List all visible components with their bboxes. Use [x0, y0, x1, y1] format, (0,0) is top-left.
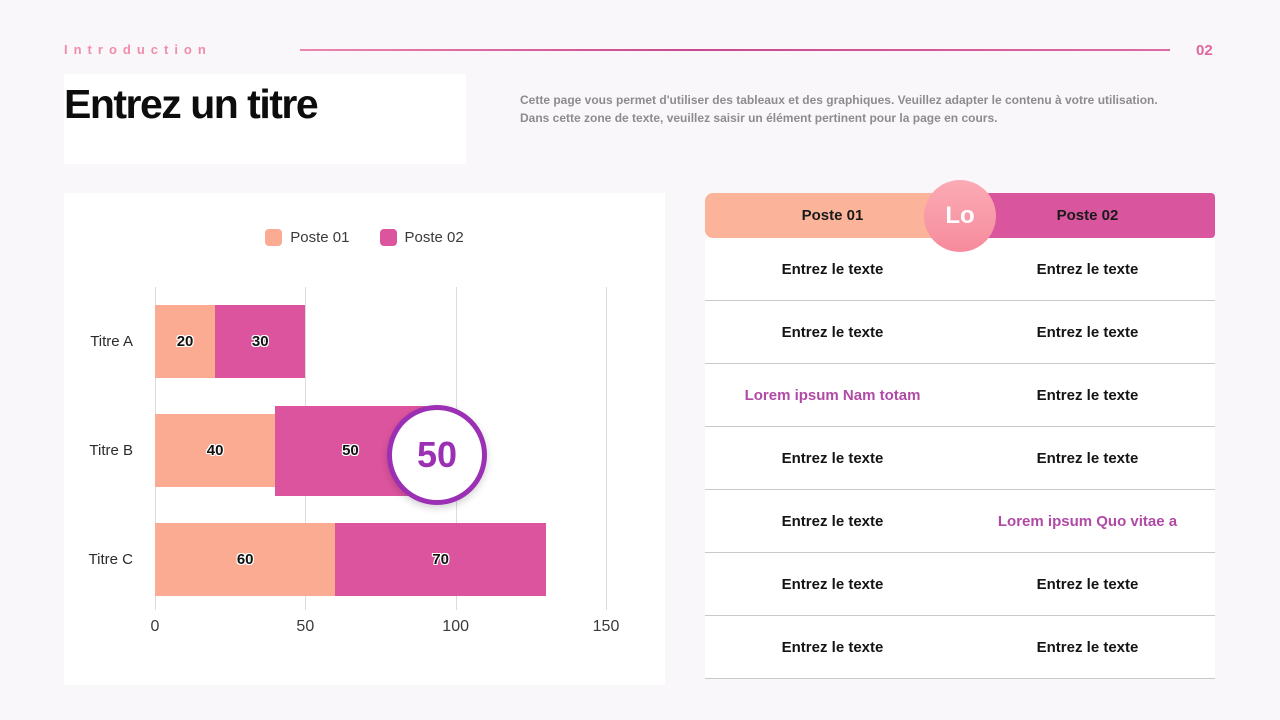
table-cell: Entrez le texte: [781, 449, 884, 467]
table-badge: Lo: [924, 179, 996, 252]
bar-segment: 20: [155, 305, 216, 378]
plot-area: Titre A 20 30 Titre B 40 50 Titre C 60 70: [89, 287, 607, 610]
bar-segment: 30: [215, 305, 306, 378]
bar-value-label: 70: [432, 551, 449, 568]
table-cell: Entrez le texte: [781, 260, 884, 278]
legend-label: Poste 02: [404, 229, 464, 246]
x-tick-label: 100: [442, 618, 470, 635]
table-row: Lorem ipsum Nam totam Entrez le texte: [705, 364, 1215, 427]
table-cell: Entrez le texte: [781, 638, 884, 656]
chart-card: Poste 01 Poste 02 Titre A 20 30 Titre B 40 50 T…: [64, 193, 665, 685]
table-cell: Entrez le texte: [1036, 449, 1139, 467]
table-row: Entrez le texte Lorem ipsum Quo vitae a: [705, 490, 1215, 553]
bar-value-label: 20: [176, 333, 194, 350]
x-tick-label: 150: [592, 618, 620, 635]
legend-item: Poste 01: [265, 229, 350, 246]
table-cell: Entrez le texte: [1036, 575, 1139, 593]
bar-value-label: 60: [236, 551, 254, 568]
bar-segment: 70: [335, 523, 546, 596]
page-title: Entrez un titre: [64, 81, 319, 127]
table-header-poste-01: Poste 01: [705, 193, 960, 238]
table-cell: Entrez le texte: [1036, 260, 1139, 278]
table-row: Entrez le texte Entrez le texte: [705, 616, 1215, 679]
bar-value-label: 30: [251, 333, 269, 350]
header-divider: [300, 49, 1170, 51]
bar-row: Titre A 20 30: [90, 305, 606, 378]
table-cell: Lorem ipsum Nam totam: [744, 386, 921, 404]
description-line-2: Dans cette zone de texte, veuillez saisi…: [520, 110, 998, 125]
data-table: Poste 01 Poste 02 Lo Entrez le texte Entr…: [705, 179, 1215, 679]
table-cell: Entrez le texte: [1036, 323, 1139, 341]
bar-segment: 60: [155, 523, 336, 596]
legend-label: Poste 01: [290, 229, 350, 246]
value-badge: 50: [387, 405, 487, 505]
description: Cette page vous permet d'utiliser des ta…: [520, 92, 1200, 127]
category-label: Titre B: [89, 442, 133, 459]
bar-row: Titre B 40 50: [89, 405, 606, 496]
legend-item: Poste 02: [379, 229, 464, 246]
title-background: [64, 74, 466, 164]
table-cell: Entrez le texte: [781, 512, 884, 530]
bar-value-label: 40: [206, 442, 224, 459]
x-tick-label: 50: [296, 618, 315, 635]
table-cell: Entrez le texte: [1036, 386, 1139, 404]
bar-row: Titre C 60 70: [89, 523, 606, 596]
section-label: Introduction: [64, 42, 212, 57]
category-label: Titre C: [88, 551, 133, 568]
table-row: Entrez le texte Entrez le texte: [705, 427, 1215, 490]
legend-swatch-icon: [379, 229, 397, 246]
bar-segment: 40: [155, 414, 276, 487]
chart-legend: Poste 01 Poste 02: [64, 229, 665, 246]
gridline: [606, 287, 607, 610]
x-axis-ticks: 0 50 100 150: [151, 618, 620, 642]
x-tick-label: 0: [150, 618, 160, 635]
table-cell: Entrez le texte: [781, 575, 884, 593]
bar-value-label: 50: [342, 442, 359, 459]
table-header-poste-02: Poste 02: [960, 193, 1215, 238]
table-cell: Lorem ipsum Quo vitae a: [997, 512, 1178, 530]
table-body: Entrez le texte Entrez le texte Entrez le …: [705, 238, 1215, 679]
table-row: Entrez le texte Entrez le texte: [705, 553, 1215, 616]
page-number: 02: [1196, 42, 1213, 59]
table-cell: Entrez le texte: [781, 323, 884, 341]
table-cell: Entrez le texte: [1036, 638, 1139, 656]
table-row: Entrez le texte Entrez le texte: [705, 301, 1215, 364]
description-line-1: Cette page vous permet d'utiliser des ta…: [520, 93, 1158, 107]
legend-swatch-icon: [265, 229, 283, 246]
table-header-row: Poste 01 Poste 02 Lo: [705, 179, 1215, 252]
category-label: Titre A: [90, 333, 133, 350]
